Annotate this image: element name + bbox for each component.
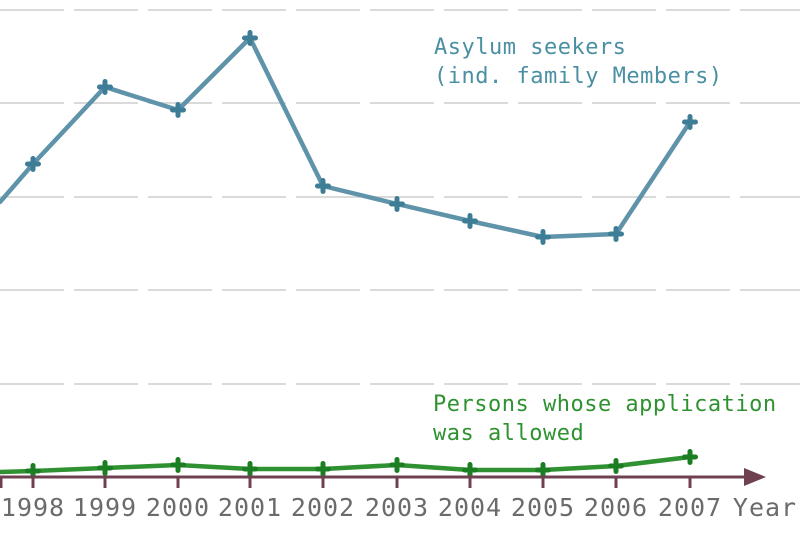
x-tick-label: 2003	[365, 493, 429, 522]
data-point-marker	[682, 449, 698, 465]
data-point-marker	[682, 114, 698, 130]
data-point-marker	[242, 30, 258, 46]
data-point-marker	[170, 102, 186, 118]
data-point-marker	[389, 196, 405, 212]
data-point-marker	[97, 460, 113, 476]
x-tick-label: 1999	[73, 493, 137, 522]
legend-asylum-line2: (ind. family Members)	[434, 64, 723, 89]
data-point-marker	[170, 457, 186, 473]
data-point-marker	[462, 213, 478, 229]
legend-persons-allowed: Persons whose application was allowed	[433, 390, 777, 448]
data-point-marker	[608, 458, 624, 474]
x-tick-label: 2005	[511, 493, 575, 522]
data-point-marker	[315, 461, 331, 477]
data-point-marker	[97, 79, 113, 95]
data-point-marker	[608, 226, 624, 242]
legend-asylum-line1: Asylum seekers	[434, 35, 627, 60]
x-tick-label: 2006	[584, 493, 648, 522]
x-tick-label: 1998	[1, 493, 65, 522]
data-point-marker	[315, 178, 331, 194]
legend-allowed-line2: was allowed	[433, 421, 585, 446]
data-point-marker	[535, 229, 551, 245]
data-point-marker	[25, 463, 41, 479]
data-point-marker	[242, 461, 258, 477]
x-tick-label: 2004	[438, 493, 502, 522]
legend-asylum-seekers: Asylum seekers (ind. family Members)	[434, 33, 723, 91]
x-tick-label: 2001	[218, 493, 282, 522]
data-point-marker	[462, 462, 478, 478]
data-point-marker	[535, 462, 551, 478]
x-axis-arrowhead-icon	[744, 468, 766, 486]
data-point-marker	[25, 156, 41, 172]
x-tick-label: 2002	[291, 493, 355, 522]
x-tick-label: 2000	[146, 493, 210, 522]
data-point-marker	[389, 457, 405, 473]
x-axis-title: Year	[733, 493, 797, 522]
legend-allowed-line1: Persons whose application	[433, 392, 777, 417]
x-tick-label: 2007	[658, 493, 722, 522]
